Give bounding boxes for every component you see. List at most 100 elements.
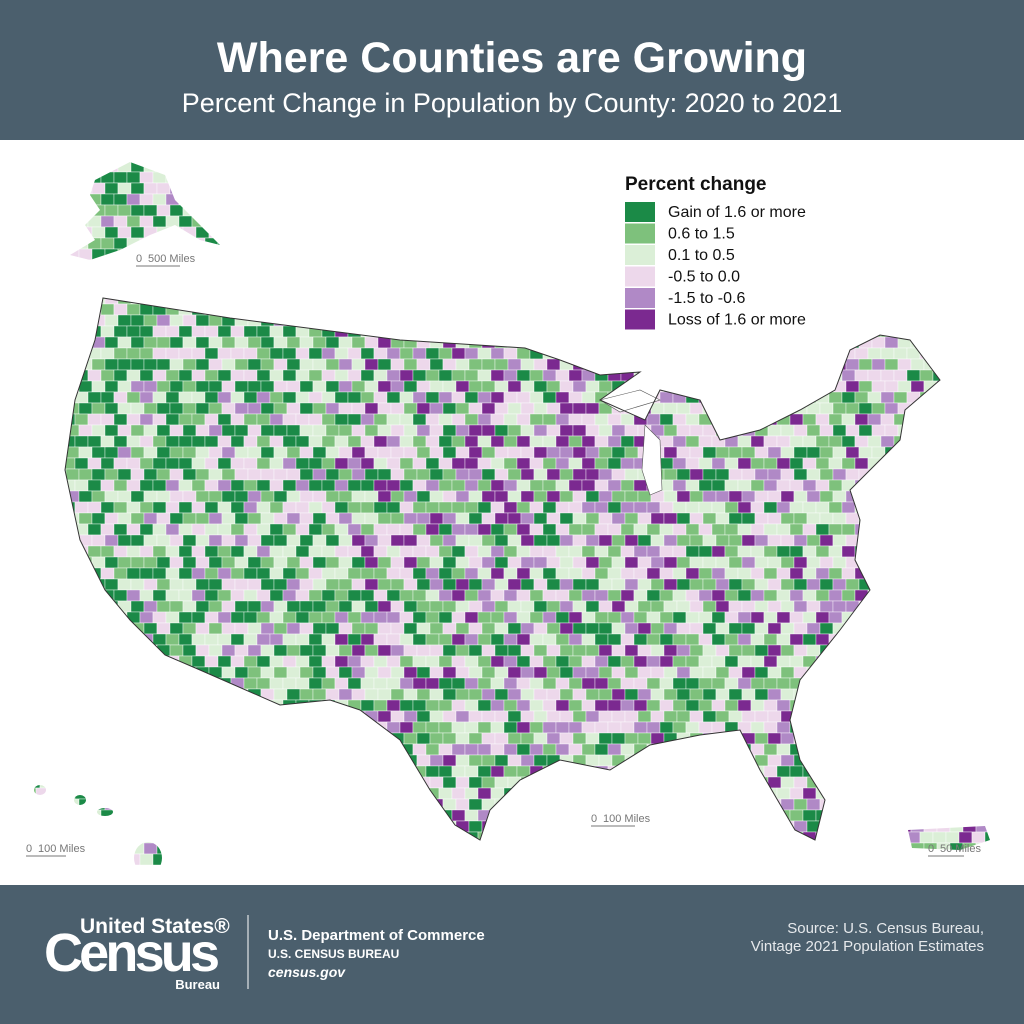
county-cell [659, 853, 674, 866]
county-cell [507, 754, 522, 767]
county-cell [507, 336, 522, 349]
county-cell [819, 270, 834, 283]
county-cell [78, 182, 93, 195]
county-cell [741, 556, 756, 569]
county-cell [234, 204, 249, 217]
county-cell [390, 402, 405, 415]
county-cell [832, 842, 847, 855]
county-cell [542, 259, 557, 272]
county-cell [48, 721, 63, 734]
county-cell [230, 545, 245, 558]
county-cell [845, 424, 860, 437]
county-cell [855, 150, 868, 161]
county-cell [672, 831, 687, 844]
county-cell [923, 512, 938, 525]
county-cell [984, 765, 990, 778]
county-cell [14, 425, 27, 436]
county-cell [598, 424, 613, 437]
county-cell [1002, 381, 1015, 392]
county-cell [490, 215, 505, 228]
county-cell [139, 193, 154, 206]
county-cell [884, 688, 899, 701]
county-cell [165, 655, 180, 668]
county-cell [572, 162, 587, 173]
county-cell [906, 765, 921, 778]
county-cell [945, 545, 960, 558]
county-cell [988, 644, 990, 657]
county-cell [702, 754, 717, 767]
county-cell [880, 765, 895, 778]
county-cell [377, 776, 392, 789]
county-cell [819, 556, 834, 569]
county-cell [971, 435, 986, 448]
county-cell [624, 842, 639, 855]
county-cell [156, 380, 171, 393]
county-cell [464, 347, 479, 360]
county-cell [728, 380, 743, 393]
county-cell [949, 270, 964, 283]
county-cell [494, 402, 509, 415]
county-cell [377, 270, 392, 283]
county-cell [364, 336, 379, 349]
county-cell [932, 259, 947, 272]
county-cell [594, 171, 609, 184]
county-cell [204, 237, 219, 250]
county-cell [945, 369, 960, 382]
county-cell [724, 633, 739, 646]
county-cell [672, 501, 687, 514]
county-cell [373, 545, 388, 558]
county-cell [919, 567, 934, 580]
county-cell [35, 259, 50, 272]
county-cell [572, 644, 587, 657]
county-cell [34, 732, 41, 745]
county-cell [906, 677, 921, 690]
county-cell [126, 787, 141, 800]
county-cell [767, 292, 782, 305]
county-cell [698, 567, 713, 580]
county-cell [34, 237, 37, 250]
county-cell [39, 622, 54, 635]
county-cell [286, 292, 301, 305]
county-cell [754, 798, 769, 811]
county-cell [897, 270, 912, 283]
county-cell [533, 776, 548, 789]
county-cell [204, 787, 219, 800]
county-cell [39, 204, 54, 217]
county-cell [360, 721, 375, 734]
county-cell [299, 336, 314, 349]
county-cell [425, 303, 440, 316]
county-cell [130, 776, 145, 789]
county-cell [87, 259, 102, 272]
county-cell [87, 589, 102, 602]
county-cell [867, 721, 882, 734]
county-cell [906, 435, 921, 448]
county-cell [208, 534, 223, 547]
county-cell [338, 468, 353, 481]
county-cell [34, 787, 37, 800]
county-cell [334, 369, 349, 382]
county-cell [702, 578, 717, 591]
county-cell [282, 193, 297, 206]
county-cell [559, 380, 574, 393]
county-cell [334, 479, 349, 492]
county-cell [871, 688, 886, 701]
county-cell [711, 721, 726, 734]
county-cell [377, 490, 392, 503]
county-cell [477, 765, 492, 778]
county-cell [998, 172, 1011, 183]
county-cell [932, 215, 947, 228]
county-cell [273, 270, 288, 283]
county-cell [399, 633, 414, 646]
county-cell [594, 655, 609, 668]
county-cell [767, 644, 782, 657]
county-cell [802, 391, 817, 404]
county-cell [234, 182, 249, 195]
county-cell [516, 699, 531, 712]
county-cell [100, 303, 115, 316]
county-cell [945, 655, 960, 668]
county-cell [256, 677, 271, 690]
county-cell [971, 611, 986, 624]
county-cell [247, 534, 262, 547]
county-cell [698, 765, 713, 778]
county-cell [48, 567, 63, 580]
